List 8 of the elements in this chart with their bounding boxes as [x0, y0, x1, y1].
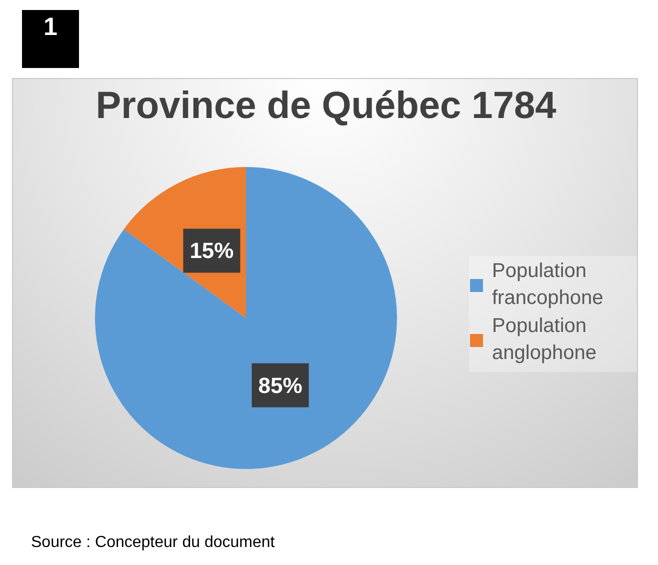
source-note: Source : Concepteur du document [31, 534, 275, 552]
pie-slice [95, 167, 397, 469]
chart-title: Province de Québec 1784 [94, 85, 558, 128]
text: 1 [42, 13, 58, 42]
data-label: 85% [258, 372, 302, 398]
legend-label: Population francophone [492, 259, 604, 311]
legend-label: Population anglophone [492, 314, 598, 366]
data-label: 15% [190, 238, 234, 264]
